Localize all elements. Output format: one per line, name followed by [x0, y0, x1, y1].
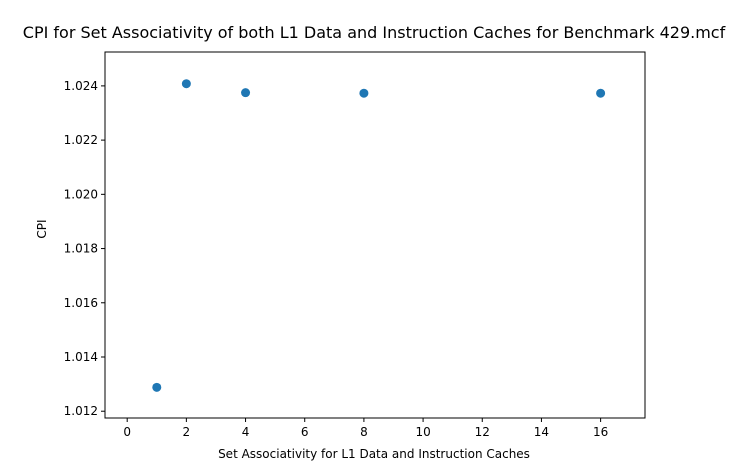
chart-title: CPI for Set Associativity of both L1 Dat… [23, 23, 726, 42]
x-tick-label: 4 [242, 425, 250, 439]
data-point [181, 79, 191, 89]
x-tick-label: 10 [415, 425, 430, 439]
y-tick-label: 1.018 [64, 242, 98, 256]
x-tick-label: 2 [183, 425, 191, 439]
data-point [241, 88, 251, 98]
x-tick-label: 12 [475, 425, 490, 439]
y-axis-label: CPI [35, 219, 49, 238]
x-tick-label: 14 [534, 425, 549, 439]
data-point [152, 382, 162, 392]
y-tick-label: 1.024 [64, 79, 98, 93]
plot-area: 0 2 4 6 8 10 12 14 16 1.012 1.014 1.016 1.018 1.020 1.… [64, 51, 646, 439]
x-axis-label: Set Associativity for L1 Data and Instru… [218, 447, 530, 461]
x-tick-label: 16 [593, 425, 608, 439]
y-tick-label: 1.020 [64, 187, 98, 201]
data-point [359, 88, 369, 98]
y-tick-label: 1.022 [64, 133, 98, 147]
plot-frame [104, 51, 646, 419]
x-tick-label: 6 [301, 425, 309, 439]
x-tick-label: 8 [360, 425, 368, 439]
y-tick-label: 1.016 [64, 296, 98, 310]
x-tick-label: 0 [123, 425, 131, 439]
y-tick-label: 1.014 [64, 350, 98, 364]
y-tick-label: 1.012 [64, 404, 98, 418]
data-point [596, 88, 606, 98]
